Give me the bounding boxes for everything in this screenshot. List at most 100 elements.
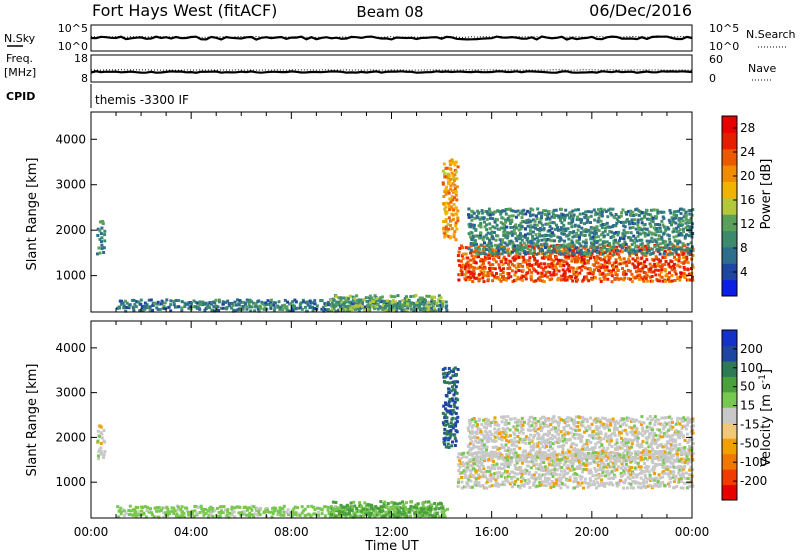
heatmap-cell xyxy=(100,432,104,436)
heatmap-cell xyxy=(503,449,507,453)
heatmap-cell xyxy=(595,265,599,269)
heatmap-cell xyxy=(472,424,475,427)
heatmap-cell xyxy=(592,243,596,247)
heatmap-cell xyxy=(346,508,350,512)
heatmap-cell xyxy=(592,448,595,452)
heatmap-cell xyxy=(452,208,456,212)
heatmap-cell xyxy=(677,256,681,260)
heatmap-cell xyxy=(669,259,673,263)
heatmap-cell xyxy=(639,232,643,236)
heatmap-cell xyxy=(358,513,361,517)
heatmap-cell xyxy=(446,222,450,226)
heatmap-cell xyxy=(472,458,476,461)
heatmap-cell xyxy=(430,295,434,299)
heatmap-cell xyxy=(488,484,492,488)
heatmap-cell xyxy=(331,500,335,504)
heatmap-cell xyxy=(444,403,448,407)
heatmap-cell xyxy=(381,509,385,513)
heatmap-cell xyxy=(430,297,434,301)
heatmap-cell xyxy=(572,421,576,425)
heatmap-cell xyxy=(445,381,449,385)
velocity-heatmap xyxy=(96,366,695,519)
heatmap-cell xyxy=(96,234,100,237)
heatmap-cell xyxy=(474,276,478,280)
heatmap-cell xyxy=(683,244,687,247)
heatmap-cell xyxy=(445,429,449,433)
heatmap-cell xyxy=(511,443,515,447)
heatmap-cell xyxy=(464,469,468,473)
heatmap-cell xyxy=(462,263,466,267)
heatmap-cell xyxy=(587,484,591,487)
heatmap-cell xyxy=(565,424,569,428)
heatmap-cell xyxy=(274,506,278,510)
heatmap-cell xyxy=(566,485,570,489)
heatmap-cell xyxy=(382,502,386,506)
heatmap-cell xyxy=(619,424,623,428)
heatmap-cell xyxy=(629,231,633,235)
heatmap-cell xyxy=(472,417,476,420)
heatmap-cell xyxy=(604,432,608,436)
heatmap-cell xyxy=(597,229,601,233)
heatmap-cell xyxy=(682,230,685,233)
heatmap-cell xyxy=(671,248,675,252)
heatmap-cell xyxy=(598,465,602,469)
heatmap-cell xyxy=(575,473,579,476)
heatmap-cell xyxy=(454,206,458,210)
heatmap-cell xyxy=(247,303,251,306)
heatmap-cell xyxy=(574,270,578,274)
heatmap-cell xyxy=(303,507,307,511)
heatmap-cell xyxy=(606,469,610,473)
heatmap-cell xyxy=(283,303,286,307)
heatmap-cell xyxy=(621,235,625,238)
heatmap-cell xyxy=(468,222,472,226)
heatmap-cell xyxy=(586,216,590,219)
heatmap-cell xyxy=(226,510,230,514)
heatmap-cell xyxy=(691,253,695,257)
heatmap-cell xyxy=(161,506,165,510)
heatmap-cell xyxy=(660,268,664,272)
heatmap-cell xyxy=(444,300,448,304)
heatmap-cell xyxy=(631,476,635,479)
heatmap-cell xyxy=(556,226,559,229)
heatmap-cell xyxy=(469,272,473,276)
heatmap-cell xyxy=(553,268,557,272)
heatmap-cell xyxy=(520,220,524,224)
heatmap-cell xyxy=(404,299,408,303)
heatmap-cell xyxy=(495,445,499,449)
heatmap-cell xyxy=(642,279,646,283)
heatmap-cell xyxy=(269,301,273,305)
heatmap-cell xyxy=(592,433,596,437)
heatmap-cell xyxy=(568,475,572,479)
heatmap-cell xyxy=(527,218,531,222)
heatmap-cell xyxy=(407,510,411,514)
heatmap-cell xyxy=(544,439,548,443)
heatmap-cell xyxy=(638,226,642,230)
heatmap-cell xyxy=(585,460,589,464)
heatmap-cell xyxy=(638,273,642,277)
heatmap-cell xyxy=(534,422,538,425)
heatmap-cell xyxy=(519,264,523,268)
heatmap-cell xyxy=(468,435,472,439)
heatmap-cell xyxy=(674,221,678,225)
heatmap-cell xyxy=(494,484,498,488)
heatmap-cell xyxy=(678,480,682,483)
heatmap-cell xyxy=(682,272,686,276)
heatmap-cell xyxy=(524,277,528,281)
heatmap-cell xyxy=(548,463,551,467)
heatmap-cell xyxy=(674,244,678,248)
heatmap-cell xyxy=(272,309,276,313)
heatmap-cell xyxy=(606,277,610,281)
heatmap-cell xyxy=(681,271,684,275)
heatmap-cell xyxy=(145,509,149,512)
heatmap-cell xyxy=(545,444,549,448)
heatmap-cell xyxy=(443,380,447,384)
heatmap-cell xyxy=(465,482,469,485)
heatmap-cell xyxy=(682,248,686,252)
heatmap-cell xyxy=(524,471,528,475)
heatmap-cell xyxy=(509,448,513,452)
heatmap-cell xyxy=(250,300,254,304)
heatmap-cell xyxy=(148,309,152,313)
heatmap-cell xyxy=(132,309,136,313)
heatmap-cell xyxy=(600,233,603,237)
heatmap-cell xyxy=(118,306,121,310)
